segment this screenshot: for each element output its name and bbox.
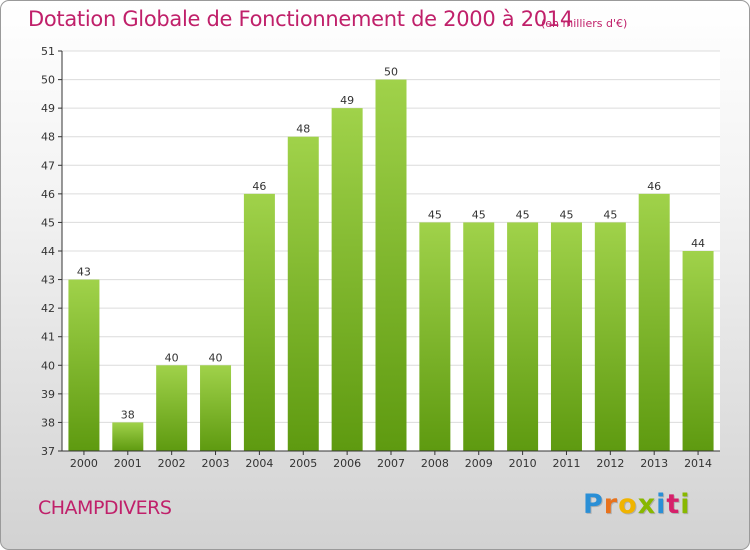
value-label-2006: 49 bbox=[340, 94, 354, 107]
value-label-2009: 45 bbox=[472, 208, 486, 221]
commune-name: CHAMPDIVERS bbox=[38, 497, 172, 519]
axes bbox=[58, 50, 720, 455]
logo-letter: P bbox=[583, 489, 604, 520]
y-tick-label: 51 bbox=[41, 45, 55, 58]
value-label-2012: 45 bbox=[603, 208, 617, 221]
y-tick-label: 39 bbox=[41, 388, 55, 401]
x-tick-label-2011: 2011 bbox=[552, 457, 580, 470]
x-tick-label-2013: 2013 bbox=[640, 457, 668, 470]
chart-title: Dotation Globale de Fonctionnement de 20… bbox=[28, 7, 573, 31]
proxiti-logo[interactable]: Proxiti bbox=[583, 489, 691, 520]
bar-2003 bbox=[200, 365, 232, 451]
value-label-2014: 44 bbox=[691, 237, 705, 250]
logo-letter: x bbox=[637, 489, 657, 520]
x-tick-label-2003: 2003 bbox=[202, 457, 230, 470]
bar-2005 bbox=[287, 136, 319, 451]
logo-letter: t bbox=[666, 489, 681, 520]
bar-2010 bbox=[507, 222, 539, 451]
value-label-2011: 45 bbox=[559, 208, 573, 221]
value-label-2001: 38 bbox=[121, 408, 135, 421]
logo-letter: i bbox=[680, 489, 691, 520]
x-tick-label-2007: 2007 bbox=[377, 457, 405, 470]
bar-2011 bbox=[550, 222, 582, 451]
y-tick-label: 43 bbox=[41, 274, 55, 287]
x-tick-labels: 2000 2001 2002 2003 2004 2005 2006 2007 2008 2009… bbox=[70, 457, 712, 470]
bar-2008 bbox=[419, 222, 451, 451]
value-label-2010: 45 bbox=[516, 208, 530, 221]
y-tick-label: 50 bbox=[41, 74, 55, 87]
x-tick-label-2006: 2006 bbox=[333, 457, 361, 470]
bar-2002 bbox=[156, 365, 188, 451]
y-tick-label: 40 bbox=[41, 359, 55, 372]
y-tick-label: 41 bbox=[41, 331, 55, 344]
bar-2013 bbox=[638, 193, 670, 451]
value-label-2004: 46 bbox=[252, 180, 266, 193]
y-tick-labels: 37 38 39 40 41 42 43 44 45 46 47 48 49 50 51 bbox=[41, 45, 55, 458]
bars bbox=[68, 79, 714, 452]
y-tick-label: 46 bbox=[41, 188, 55, 201]
bar-2000 bbox=[68, 279, 100, 451]
bar-2007 bbox=[375, 79, 407, 452]
value-label-2000: 43 bbox=[77, 266, 91, 279]
y-tick-label: 47 bbox=[41, 159, 55, 172]
logo-letter: r bbox=[603, 489, 619, 520]
bar-2006 bbox=[331, 108, 363, 452]
value-label-2002: 40 bbox=[165, 351, 179, 364]
x-tick-label-2004: 2004 bbox=[245, 457, 273, 470]
value-label-2005: 48 bbox=[296, 123, 310, 136]
x-tick-label-2010: 2010 bbox=[509, 457, 537, 470]
y-tick-label: 42 bbox=[41, 302, 55, 315]
y-tick-label: 37 bbox=[41, 445, 55, 458]
x-tick-label-2000: 2000 bbox=[70, 457, 98, 470]
bar-2001 bbox=[112, 422, 144, 451]
value-label-2008: 45 bbox=[428, 208, 442, 221]
x-tick-label-2008: 2008 bbox=[421, 457, 449, 470]
value-label-2013: 46 bbox=[647, 180, 661, 193]
bar-2012 bbox=[594, 222, 626, 451]
x-tick-label-2009: 2009 bbox=[465, 457, 493, 470]
y-tick-label: 48 bbox=[41, 131, 55, 144]
logo-letter: o bbox=[618, 489, 638, 520]
x-tick-label-2002: 2002 bbox=[158, 457, 186, 470]
bar-2004 bbox=[243, 193, 275, 451]
unit-note: (en milliers d'€) bbox=[541, 17, 628, 30]
x-tick-label-2005: 2005 bbox=[289, 457, 317, 470]
x-tick-label-2001: 2001 bbox=[114, 457, 142, 470]
x-tick-label-2012: 2012 bbox=[596, 457, 624, 470]
y-tick-label: 38 bbox=[41, 416, 55, 429]
x-tick-label-2014: 2014 bbox=[684, 457, 712, 470]
y-tick-label: 44 bbox=[41, 245, 55, 258]
value-labels: 43 38 40 40 46 48 49 50 45 45 45 45 45 46 44 bbox=[77, 66, 705, 422]
value-label-2007: 50 bbox=[384, 66, 398, 79]
bar-2014 bbox=[682, 251, 714, 451]
value-label-2003: 40 bbox=[209, 351, 223, 364]
logo-letter: i bbox=[656, 489, 667, 520]
y-tick-label: 45 bbox=[41, 216, 55, 229]
y-tick-label: 49 bbox=[41, 102, 55, 115]
bar-2009 bbox=[463, 222, 495, 451]
